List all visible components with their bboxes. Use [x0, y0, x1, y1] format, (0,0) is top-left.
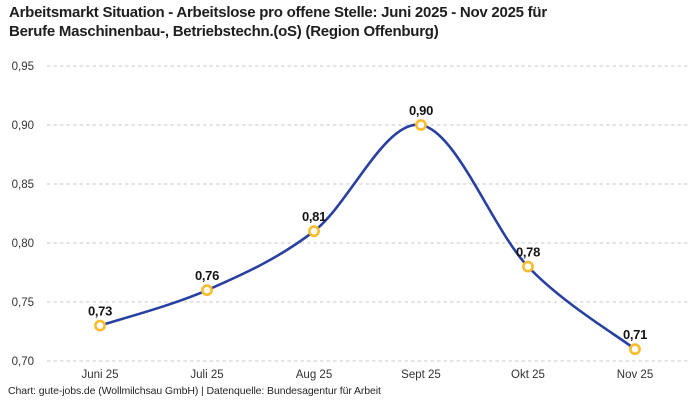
x-tick-label: Juni 25 — [81, 369, 118, 381]
y-tick-label: 0,95 — [12, 61, 34, 73]
x-tick-label: Juli 25 — [190, 369, 223, 381]
y-tick-label: 0,90 — [12, 120, 34, 132]
data-point-value-label: 0,78 — [516, 245, 540, 260]
x-tick-label: Sept 25 — [401, 369, 441, 381]
y-tick-label: 0,80 — [12, 238, 34, 250]
data-point-marker — [94, 319, 106, 332]
y-tick-label: 0,75 — [12, 297, 34, 309]
data-line — [98, 123, 637, 351]
data-point-marker — [522, 260, 534, 273]
y-tick-label: 0,85 — [12, 179, 34, 191]
data-point-marker — [415, 119, 427, 131]
y-tick-label: 0,70 — [12, 356, 34, 368]
data-point-value-label: 0,71 — [623, 327, 647, 342]
x-tick-label: Okt 25 — [511, 369, 545, 381]
chart-title: Arbeitsmarkt Situation - Arbeitslose pro… — [9, 4, 547, 40]
data-point-value-label: 0,76 — [195, 268, 219, 283]
data-point-marker — [308, 225, 320, 238]
data-point-marker — [201, 284, 213, 297]
data-point-marker — [629, 343, 641, 356]
data-point-value-label: 0,73 — [88, 304, 112, 319]
x-tick-label: Nov 25 — [617, 369, 653, 381]
data-point-value-label: 0,90 — [409, 103, 433, 118]
chart-footer: Chart: gute-jobs.de (Wollmilchsau GmbH) … — [8, 385, 381, 397]
data-point-value-label: 0,81 — [302, 209, 326, 224]
x-tick-label: Aug 25 — [296, 369, 332, 381]
